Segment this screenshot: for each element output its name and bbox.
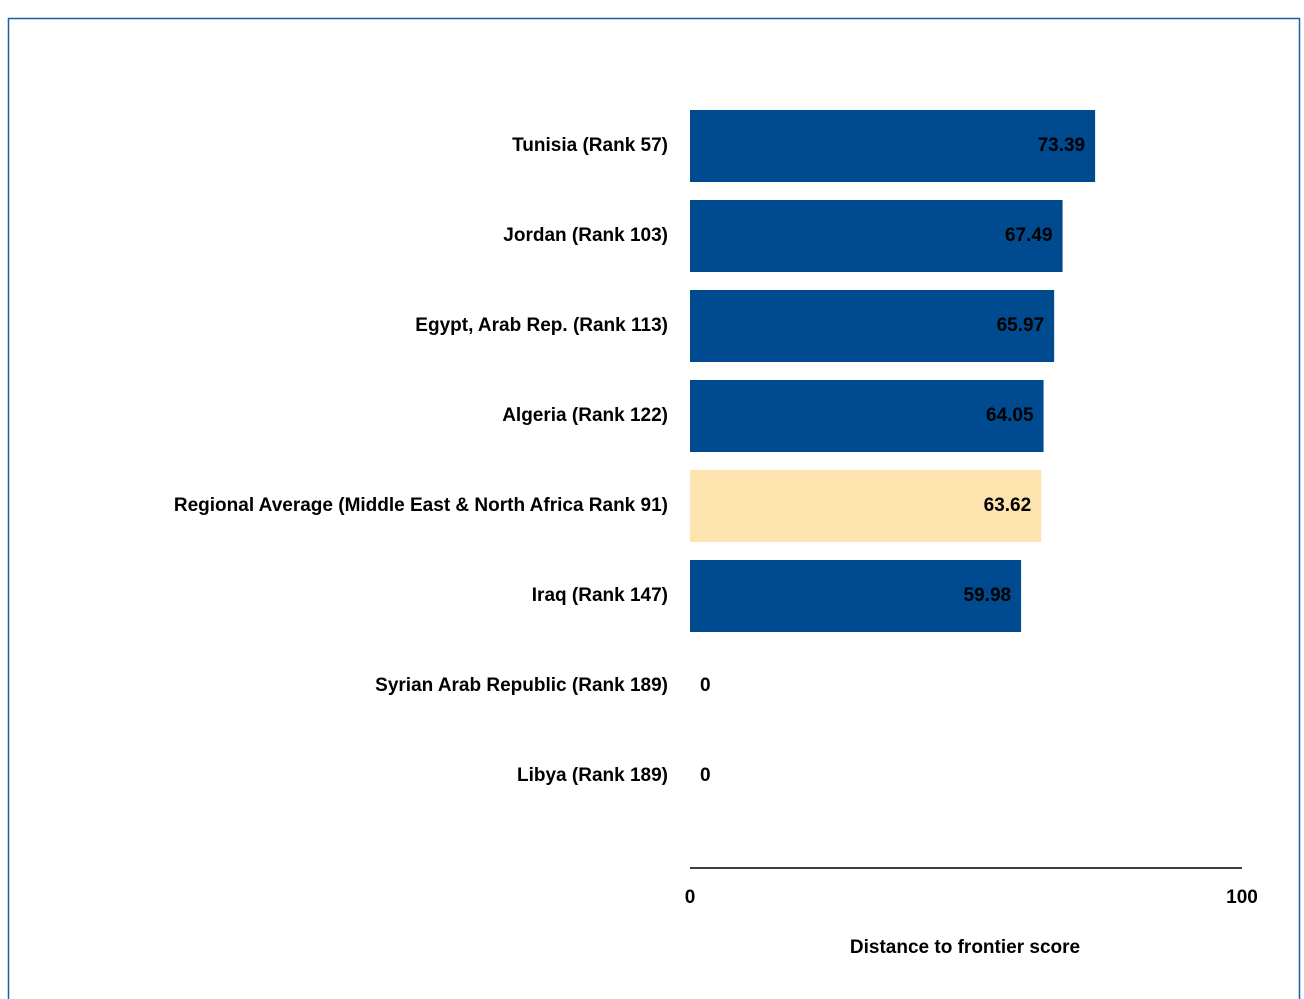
value-label: 63.62 (984, 495, 1032, 516)
value-label: 0 (700, 765, 711, 786)
y-tick-label: Egypt, Arab Rep. (Rank 113) (415, 315, 668, 336)
frame (7, 17, 1301, 999)
y-tick-label: Tunisia (Rank 57) (512, 135, 668, 156)
value-label: 0 (700, 675, 711, 696)
bar (690, 110, 1096, 182)
bar (690, 200, 1063, 272)
value-label: 65.97 (997, 315, 1045, 336)
y-tick-label: Libya (Rank 189) (517, 765, 668, 786)
value-label: 67.49 (1005, 225, 1053, 246)
y-tick-label: Iraq (Rank 147) (532, 585, 668, 606)
bar (690, 470, 1042, 542)
x-axis-label: Distance to frontier score (850, 937, 1080, 958)
bar (690, 290, 1055, 362)
y-tick-label: Syrian Arab Republic (Rank 189) (375, 675, 668, 696)
value-label: 73.39 (1038, 135, 1086, 156)
y-tick-label: Algeria (Rank 122) (502, 405, 668, 426)
y-tick-label: Jordan (Rank 103) (503, 225, 668, 246)
value-label: 64.05 (986, 405, 1034, 426)
value-label: 59.98 (964, 585, 1012, 606)
bar (690, 380, 1044, 452)
x-tick-label: 0 (685, 887, 696, 908)
x-tick-label: 100 (1226, 887, 1258, 908)
y-tick-label: Regional Average (Middle East & North Af… (174, 495, 668, 516)
bar (690, 560, 1022, 632)
